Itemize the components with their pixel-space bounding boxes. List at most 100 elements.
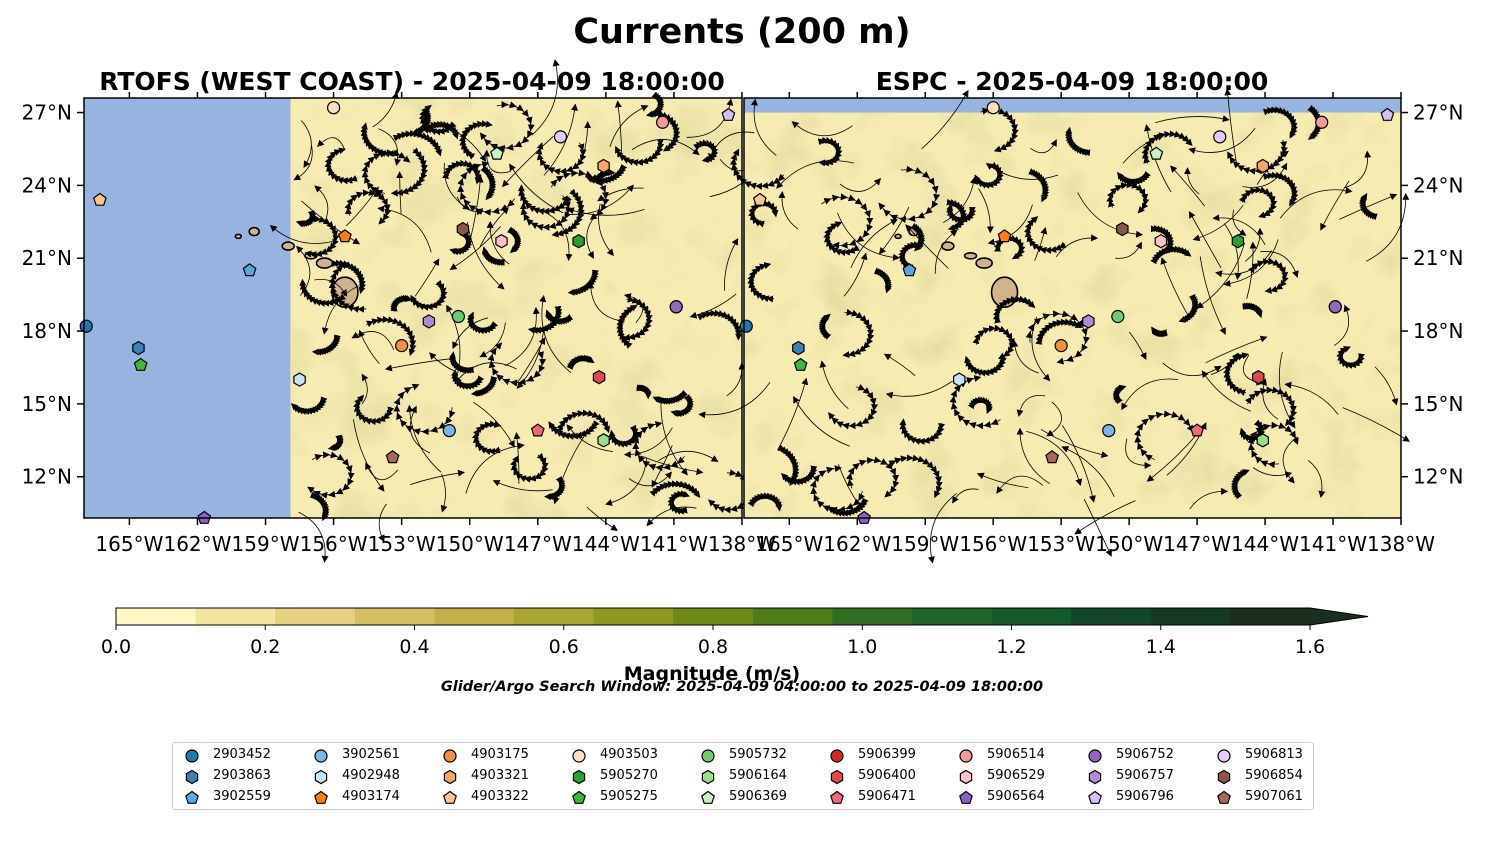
streamline [311,334,341,356]
float-marker-5906529 [495,234,508,249]
streamline [1074,500,1136,535]
x-tick-label: 153°W [368,532,436,556]
streamline [351,331,395,351]
colorbar-tick-label: 0.2 [250,636,280,658]
pentagon-marker-icon [1217,790,1231,804]
streamline [748,199,779,228]
streamline [353,394,395,426]
streamline [406,404,442,473]
legend-label: 4902948 [342,768,400,783]
streamline [1205,335,1268,364]
streamline [927,492,958,564]
colorbar-tick-label: 1.2 [996,636,1026,658]
colorbar-tick-label: 1.4 [1146,636,1176,658]
streamline [479,101,535,152]
streamline [1115,241,1142,259]
float-marker-5906369 [1149,146,1164,160]
streamline [366,315,417,357]
pentagon-marker-icon [572,790,586,804]
streamline [1162,362,1222,377]
search-window-note: Glider/Argo Search Window: 2025-04-09 04… [441,679,1043,695]
streamline [724,237,739,291]
streamline [978,188,994,234]
colorbar-swatch [1071,608,1152,625]
streamline [501,136,554,188]
espc-current-field [744,112,1401,519]
streamline [309,491,330,522]
streamline [446,304,461,376]
streamline [458,120,493,160]
legend-label: 2903863 [213,768,271,783]
hexagon-marker-icon [830,769,844,785]
rtofs-streamlines [269,59,773,563]
legend-label: 5905270 [600,768,658,783]
streamline [492,479,553,492]
circle-marker-icon [959,749,973,763]
float-marker-5906796 [721,107,736,121]
streamline [640,455,704,476]
streamline [314,185,329,224]
streamline [1046,401,1062,437]
streamline [1223,223,1242,280]
legend-label: 5906400 [858,768,916,783]
rtofs-map-panel: RTOFS (WEST COAST) - 2025-04-09 18:00:00… [22,59,776,563]
espc-float-markers [739,101,1395,524]
streamline [1308,460,1326,499]
colorbar-swatch [991,608,1072,625]
streamline [1133,410,1194,462]
streamline [1026,431,1083,487]
colorbar-tick-label: 0.8 [698,636,728,658]
float-marker-5905270 [572,234,585,249]
y-tick-label: 12°N [1413,465,1463,489]
streamline [750,98,777,156]
streamline [411,108,432,135]
streamline [1260,378,1279,420]
streamline [1083,499,1112,557]
streamline [873,267,892,294]
legend-label: 5906564 [987,789,1045,804]
colorbar: 0.0 0.2 0.4 0.6 0.8 1.0 1.2 1.4 1.6 Magnitude (m… [101,607,1369,685]
colorbar-swatch [275,608,356,625]
streamline [566,424,614,452]
streamline [934,229,958,274]
rtofs-y-axis: 12°N 15°N 18°N 21°N 24°N 27°N [22,101,84,489]
streamline [608,424,640,448]
float-marker-5906164 [1256,433,1270,448]
hexagon-marker-icon [1217,769,1231,785]
hexagon-marker-icon [572,769,586,785]
hexagon-marker-icon [443,769,457,785]
streamline [1034,226,1048,261]
streamline [1359,193,1378,221]
legend-label: 5906813 [1245,747,1303,762]
espc-map-panel: ESPC - 2025-04-09 18:00:00 165°W 162°W 159… [698,67,1463,564]
float-marker-5905732 [451,309,465,324]
streamline [842,308,875,359]
island-landmass [908,226,920,237]
streamline [1150,245,1192,265]
streamline [1252,467,1293,479]
colorbar-swatches [115,607,1369,626]
streamline [290,396,328,415]
streamline [449,229,473,256]
espc-panel-title: ESPC - 2025-04-09 18:00:00 [876,67,1269,96]
espc-streamlines [698,88,1410,564]
x-tick-label: 162°W [823,532,891,556]
x-tick-label: 159°W [232,532,300,556]
streamline [487,342,547,387]
streamline [1188,128,1256,155]
streamline [1184,167,1200,195]
legend-label: 5906757 [1116,768,1174,783]
legend-label: 3902561 [342,747,400,762]
float-marker-2903863 [132,340,145,356]
streamline [843,252,868,297]
streamline [660,398,688,476]
colorbar-tick-label: 0.4 [399,636,429,658]
legend-label: 5906854 [1245,768,1303,783]
streamline [409,469,465,485]
circle-marker-icon [443,749,457,763]
circle-marker-icon [830,749,844,763]
y-tick-label: 21°N [1413,246,1463,270]
streamline [1016,427,1051,485]
pentagon-marker-icon [830,790,844,804]
